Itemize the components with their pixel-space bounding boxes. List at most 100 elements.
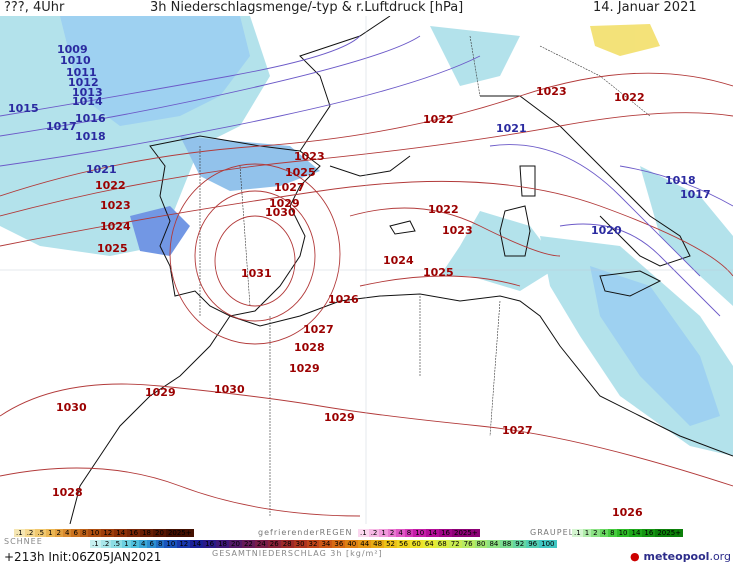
legend-snow-swatch: 8 <box>79 529 89 537</box>
isobar-low-label: 1009 <box>57 43 88 56</box>
isobar-high-label: 1028 <box>294 341 325 354</box>
legend-freezing-swatch: 4 <box>396 529 405 537</box>
legend-graupel-swatch: 2025+ <box>655 529 684 537</box>
legend-snow-swatch: 2025+ <box>165 529 194 537</box>
legend-total-swatch: 24 <box>254 540 268 548</box>
legend-freezing-swatch: .2 <box>368 529 380 537</box>
legend-total-swatch: 28 <box>280 540 294 548</box>
precip-area-sicily-band <box>590 266 720 426</box>
europe-precipitation-map <box>0 16 733 524</box>
legend-total-swatch: 34 <box>319 540 333 548</box>
coastlines <box>69 16 733 524</box>
legend-snow-swatch: 2 <box>54 529 63 537</box>
legend-total-swatch: 8 <box>155 540 165 548</box>
coast-corsica <box>519 165 536 197</box>
precip-area-adriatic <box>640 166 733 306</box>
isobar-low-label: 1011 <box>66 66 97 79</box>
legend-total-swatch: 1 <box>122 540 131 548</box>
legend-snow-swatch: 6 <box>71 529 80 537</box>
precip-area-portugal <box>130 206 190 256</box>
legend-total-swatch: 2 <box>130 540 139 548</box>
legend-freezing-swatch: 2025+ <box>452 529 480 537</box>
isobar-low-label: 1021 <box>86 163 117 176</box>
isobar-high-label: 1023 <box>294 150 325 163</box>
isobar-high-label: 1026 <box>612 506 643 519</box>
brand-logo-icon: ● <box>630 550 640 563</box>
isobar-low-label: 1020 <box>591 224 622 237</box>
isobar-low-label: 1017 <box>46 120 77 133</box>
isobar-high-label: 1024 <box>100 220 131 233</box>
legend-total-swatch: 88 <box>500 540 514 548</box>
isobar-high-label: 1022 <box>428 203 459 216</box>
legend-graupel-swatch: .1 <box>572 529 583 537</box>
legend-total-swatch: 80 <box>474 540 488 548</box>
legend-snow-swatch: 14 <box>114 529 128 537</box>
coast-north-africa <box>229 293 733 457</box>
isobar-high-label: 1027 <box>303 323 334 336</box>
legend-freezing-swatch: 8 <box>404 529 414 537</box>
legend-snow-swatch: .2 <box>24 529 36 537</box>
legend-freezing-swatch: 14 <box>426 529 440 537</box>
isobar-low-label: 1014 <box>72 95 103 108</box>
meteopool-logo[interactable]: ● meteopool.org <box>630 550 731 563</box>
coast-balearics <box>389 220 416 235</box>
legend-total-swatch: 84 <box>487 540 501 548</box>
isobar-low-label: 1013 <box>72 86 103 99</box>
legend-graupel-swatch: 10 <box>616 529 630 537</box>
isobar-high-label: 1027 <box>502 424 533 437</box>
isobar-low-label: 1017 <box>680 188 711 201</box>
legend-snow-scale: .1.2.5 1 2 4 6 8 10 12 14 16 18 20 2025+ <box>14 529 194 537</box>
legend-total-swatch: 72 <box>448 540 462 548</box>
legend-snow-swatch: 10 <box>88 529 102 537</box>
legend-total-swatch: 36 <box>332 540 346 548</box>
legend-snow-swatch: 18 <box>140 529 154 537</box>
legend-total-swatch: 56 <box>397 540 410 548</box>
isobar-high-label: 1022 <box>614 91 645 104</box>
legend-snow-label: SCHNEE <box>4 537 43 546</box>
legend-snow-swatch: 12 <box>101 529 115 537</box>
coast-sardinia <box>499 205 531 257</box>
coast-morocco-atlantic <box>69 315 231 524</box>
precip-area-sardinia <box>440 211 560 291</box>
isobar-high-label: 1029 <box>145 386 176 399</box>
legend-snow-swatch: 1 <box>46 529 55 537</box>
legend-freezing-swatch: 1 <box>379 529 388 537</box>
brand-part-3: .org <box>709 550 731 563</box>
legend-total-swatch: 60 <box>409 540 423 548</box>
legend-graupel-label: GRAUPEL <box>530 528 575 537</box>
legend-total-swatch: 18 <box>216 540 230 548</box>
legend-total-swatch: 48 <box>371 540 385 548</box>
brand-part-1: meteo <box>643 550 683 563</box>
legend-freezing-swatch: 16 <box>439 529 453 537</box>
isobar-low-label: 1021 <box>496 122 527 135</box>
legend-freezing-scale: .1.2 1 2 4 8 10 14 16 2025+ <box>358 529 480 537</box>
isobar-low-label: 1015 <box>8 102 39 115</box>
coast-sicily <box>599 270 662 297</box>
isobar-low-label: 1016 <box>75 112 106 125</box>
legend-total-swatch: 22 <box>241 540 255 548</box>
isobar-high-label: 1022 <box>423 113 454 126</box>
isobar-low-label: 1012 <box>68 76 99 89</box>
legend-freezing-swatch: 10 <box>413 529 427 537</box>
legend-graupel-swatch: 1 <box>582 529 592 537</box>
legend-total-swatch: 14 <box>190 540 204 548</box>
legend-snow-swatch: 16 <box>127 529 141 537</box>
legend-graupel-swatch: 8 <box>608 529 617 537</box>
isobar-high-label: 1030 <box>214 383 245 396</box>
precip-area-graupel-alps <box>590 24 660 56</box>
isobar-high-label: 1026 <box>328 293 359 306</box>
legend-snow-swatch: .5 <box>35 529 47 537</box>
map-title: 3h Niederschlagsmenge/-typ & r.Luftdruck… <box>150 0 464 15</box>
isobars-low <box>0 35 733 317</box>
header-timestamp: ???, 4Uhr <box>4 0 65 15</box>
isobar-high-label: 1022 <box>95 179 126 192</box>
precipitation-areas <box>0 16 733 456</box>
legend-total-swatch: 100 <box>539 540 557 548</box>
isobar-high-label: 1029 <box>324 411 355 424</box>
coast-italy <box>480 95 691 267</box>
legend-graupel-swatch: 16 <box>642 529 656 537</box>
legend-total-scale: .1.2.5 1 2 4 6 8 10 12 14 16 18 20 22 24 26 28 30 32 34 36 4… <box>90 540 557 548</box>
legend-graupel-swatch: 4 <box>599 529 609 537</box>
legend-total-label: GESAMTNIEDERSCHLAG 3h [kg/m²] <box>212 549 383 558</box>
